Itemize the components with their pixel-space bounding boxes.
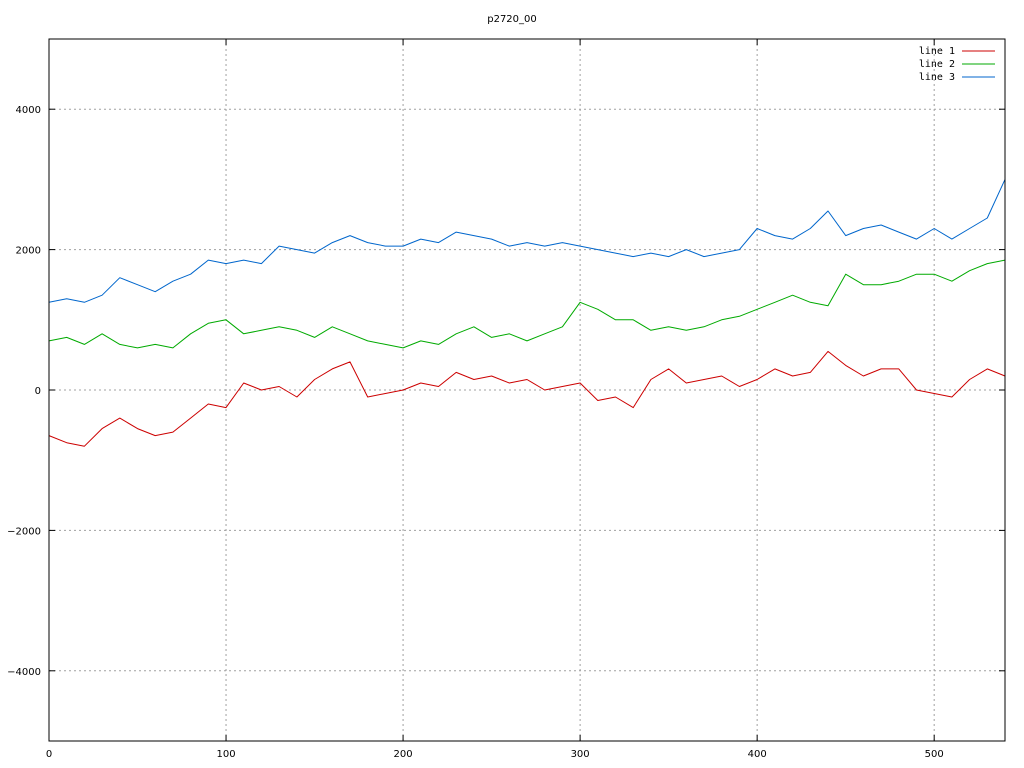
- y-tick-label: 0: [35, 386, 41, 397]
- legend-label-2: line 2: [919, 59, 955, 70]
- plot-frame: [48, 38, 1006, 742]
- y-tick-label: 2000: [16, 246, 41, 257]
- x-tick-label: 500: [925, 749, 944, 760]
- legend: line 1 line 2 line 3: [919, 46, 995, 83]
- ticks: 0 100 200 300 400 500 −4000 −2000 0 2000 4000: [7, 39, 1005, 760]
- series-group: [48, 179, 1006, 447]
- x-tick-label: 400: [748, 749, 767, 760]
- legend-label-1: line 1: [919, 46, 955, 57]
- x-tick-label: 100: [216, 749, 235, 760]
- series-line-1: [48, 350, 1006, 447]
- x-tick-label: 300: [571, 749, 590, 760]
- chart-title: p2720_00: [487, 14, 537, 25]
- x-tick-label: 0: [46, 749, 52, 760]
- series-line-2: [48, 259, 1006, 349]
- legend-label-3: line 3: [919, 72, 955, 83]
- y-tick-label: −4000: [7, 667, 41, 678]
- x-tick-label: 200: [394, 749, 413, 760]
- y-tick-label: 4000: [16, 105, 41, 116]
- grid: [49, 39, 1005, 741]
- series-line-3: [48, 179, 1006, 303]
- y-tick-label: −2000: [7, 526, 41, 537]
